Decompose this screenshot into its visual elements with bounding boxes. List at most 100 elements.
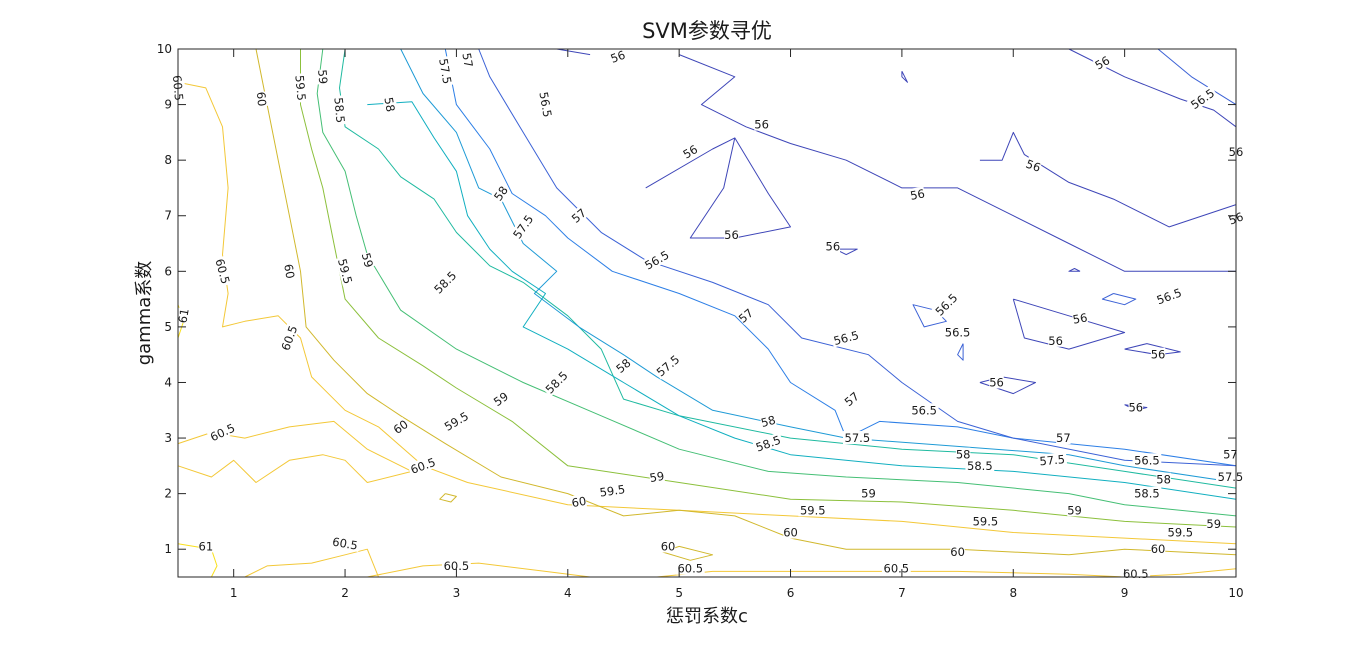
contour-label-bg-68 xyxy=(754,117,769,131)
contour-label-1: 61 xyxy=(199,539,214,553)
contour-label-78: 56 xyxy=(1048,334,1063,348)
contour-line-58-0 xyxy=(367,101,1237,500)
contour-line-56-3 xyxy=(834,248,858,256)
contour-label-56: 57 xyxy=(1056,431,1071,445)
contour-label-bg-14 xyxy=(390,417,411,436)
contour-label-bg-26 xyxy=(1165,525,1195,539)
contour-line-60-5-4 xyxy=(177,420,413,483)
contour-label-bg-71 xyxy=(825,239,841,253)
contour-label-40: 58 xyxy=(381,96,397,113)
contour-label-bg-25 xyxy=(971,514,1000,528)
y-tick-label-6: 6 xyxy=(164,264,172,278)
contour-label-18: 60 xyxy=(950,545,965,559)
contour-label-34: 58.5 xyxy=(331,97,347,124)
contour-label-70: 56 xyxy=(724,228,739,242)
contour-label-bg-80 xyxy=(1150,347,1166,361)
contour-line-56-5-4 xyxy=(1101,293,1137,306)
contour-label-bg-4 xyxy=(277,322,300,354)
contour-label-72: 56 xyxy=(909,186,926,202)
contour-label-bg-54 xyxy=(735,305,756,326)
contour-label-bg-63 xyxy=(1186,85,1218,113)
contour-label-67: 56 xyxy=(609,48,628,66)
contour-label-0: 61 xyxy=(175,307,191,324)
contour-label-12: 60 xyxy=(254,91,269,107)
contour-line-57-5-0 xyxy=(400,48,1237,483)
contour-label-bg-73 xyxy=(1024,156,1043,174)
contour-label-49: 57.5 xyxy=(845,431,871,445)
contour-label-52: 57 xyxy=(459,52,475,69)
contour-label-11: 60.5 xyxy=(1123,567,1149,581)
contour-label-bg-22 xyxy=(440,408,472,434)
contour-label-bg-50 xyxy=(1037,452,1068,468)
contour-label-20: 59.5 xyxy=(292,75,308,102)
contour-label-39: 58.5 xyxy=(1134,487,1160,501)
contour-label-8: 60.5 xyxy=(444,559,470,573)
y-tick-label-5: 5 xyxy=(164,320,172,334)
contour-label-6: 60.5 xyxy=(331,535,359,553)
contour-label-33: 59 xyxy=(1206,517,1221,531)
contour-label-43: 58 xyxy=(759,413,777,430)
contour-label-bg-44 xyxy=(955,447,971,461)
contour-label-bg-17 xyxy=(783,525,798,539)
contour-label-29: 59 xyxy=(491,389,511,409)
contour-label-80: 56 xyxy=(1151,348,1166,362)
contour-label-9: 60.5 xyxy=(677,562,703,576)
contour-label-bg-30 xyxy=(648,468,666,485)
contour-lines xyxy=(177,48,1237,578)
contour-label-bg-57 xyxy=(1223,447,1238,461)
contour-label-bg-41 xyxy=(491,183,511,203)
contour-line-56-4 xyxy=(901,70,908,83)
contour-label-bg-52 xyxy=(460,51,476,69)
contour-label-bg-28 xyxy=(359,251,376,269)
contour-label-bg-18 xyxy=(950,544,965,558)
contour-line-59-5-0 xyxy=(300,49,1237,528)
contour-line-56-0 xyxy=(679,54,1236,272)
contour-label-bg-46 xyxy=(436,55,455,87)
y-axis-label: gamma系数 xyxy=(134,261,155,366)
contour-label-27: 59 xyxy=(315,69,330,85)
contour-label-bg-65 xyxy=(943,325,972,339)
contour-line-56-5-1 xyxy=(1157,48,1237,106)
contour-label-bg-5 xyxy=(206,420,239,445)
contour-label-25: 59.5 xyxy=(973,514,999,528)
contour-label-bg-24 xyxy=(798,503,828,517)
contour-label-bg-6 xyxy=(329,534,361,553)
contour-label-bg-60 xyxy=(830,327,862,348)
contour-label-bg-21 xyxy=(335,255,356,287)
y-tick-label-3: 3 xyxy=(164,431,172,445)
contour-label-bg-39 xyxy=(1132,486,1162,500)
contour-label-15: 60 xyxy=(571,494,588,510)
x-tick-label-8: 8 xyxy=(1009,586,1017,600)
contour-label-bg-51 xyxy=(1216,469,1245,483)
contour-label-bg-27 xyxy=(316,69,331,85)
y-tick-label-7: 7 xyxy=(164,209,172,223)
x-axis-label: 惩罚系数c xyxy=(666,606,748,627)
contour-label-77: 56 xyxy=(1072,310,1089,326)
contour-line-60-5-0 xyxy=(177,81,1237,545)
contour-line-56-10 xyxy=(1124,343,1181,356)
contour-label-bg-3 xyxy=(213,255,234,287)
contour-label-44: 58 xyxy=(956,448,971,462)
contour-label-51: 57.5 xyxy=(1218,470,1244,484)
x-tick-label-6: 6 xyxy=(787,586,795,600)
contour-label-3: 60.5 xyxy=(212,257,232,285)
contour-label-58: 56.5 xyxy=(536,91,554,119)
contour-label-bg-36 xyxy=(541,367,572,397)
contour-label-28: 59 xyxy=(359,251,376,269)
contour-label-41: 58 xyxy=(491,183,511,203)
contour-label-69: 56 xyxy=(680,142,700,161)
contour-label-bg-81 xyxy=(1128,400,1143,414)
contour-label-73: 56 xyxy=(1024,157,1043,175)
contour-label-bg-72 xyxy=(909,186,926,202)
contour-label-bg-13 xyxy=(282,263,298,280)
contour-label-bg-10 xyxy=(881,561,911,575)
contour-label-57: 57 xyxy=(1223,448,1238,462)
contour-label-68: 56 xyxy=(754,118,769,132)
contour-label-bg-48 xyxy=(652,351,683,380)
contour-label-50: 57.5 xyxy=(1039,452,1066,468)
